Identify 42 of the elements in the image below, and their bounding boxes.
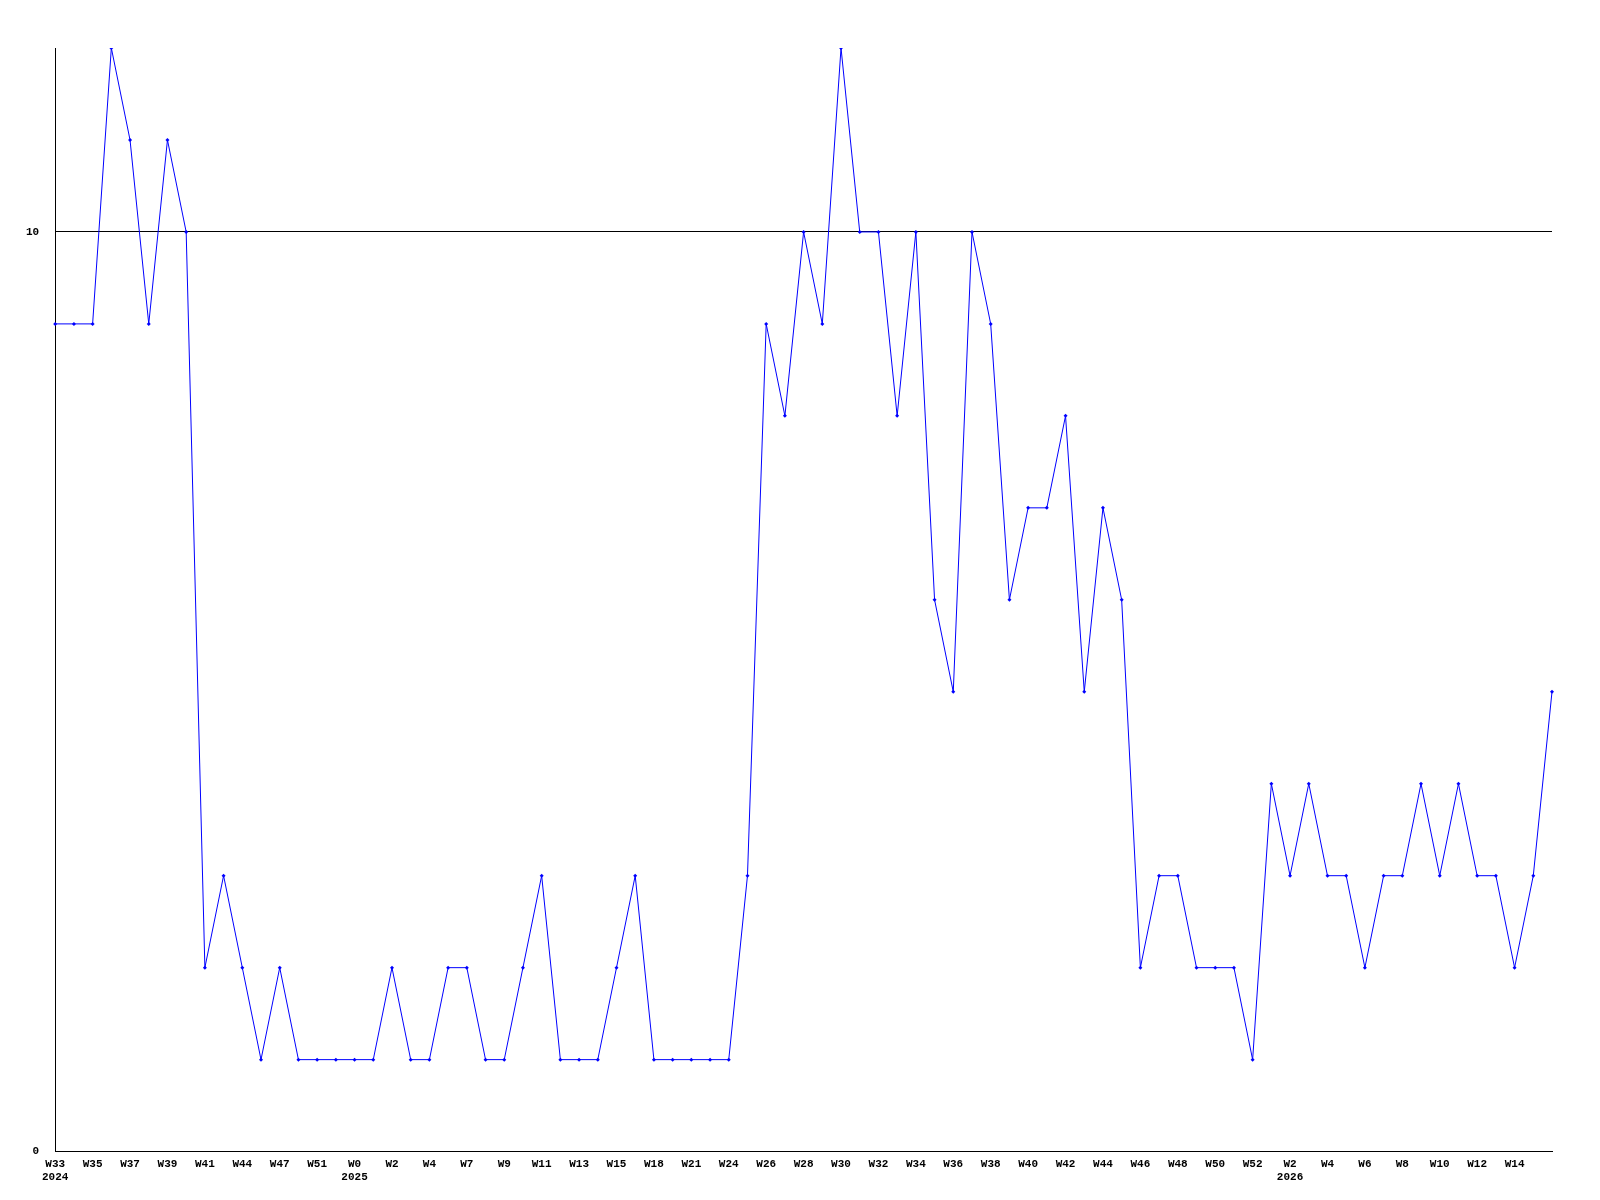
x-tick-label: W32: [868, 1157, 889, 1170]
x-tick-label: W47: [269, 1157, 290, 1170]
y-tick-label: 0: [32, 1145, 40, 1158]
x-tick-label: W38: [980, 1157, 1001, 1170]
x-tick-label: W44: [1093, 1157, 1114, 1170]
x-tick-label: W11: [531, 1157, 552, 1170]
x-tick-label: W35: [82, 1157, 103, 1170]
x-tick-label: W14: [1504, 1157, 1525, 1170]
x-tick-label: W18: [644, 1157, 665, 1170]
x-tick-label: W2: [385, 1157, 399, 1170]
x-tick-label: W48: [1167, 1157, 1189, 1170]
x-tick-label: W15: [606, 1157, 627, 1170]
x-tick-label: W33 2024: [42, 1157, 69, 1184]
x-tick-label: W10: [1429, 1157, 1450, 1170]
x-tick-label: W40: [1018, 1157, 1039, 1170]
x-tick-label: W41: [194, 1157, 216, 1170]
x-tick-label: W28: [793, 1157, 814, 1170]
x-tick-label: W2 2026: [1276, 1157, 1304, 1184]
x-tick-label: W7: [460, 1157, 474, 1170]
x-tick-label: W0 2025: [341, 1157, 369, 1184]
x-tick-label: W9: [497, 1157, 511, 1170]
x-tick-label: W39: [157, 1157, 178, 1170]
x-tick-label: W13: [569, 1157, 590, 1170]
x-tick-label: W37: [120, 1157, 140, 1170]
x-tick-label: W51: [307, 1157, 328, 1170]
x-tick-label: W8: [1395, 1157, 1410, 1170]
x-tick-label: W4: [422, 1157, 437, 1170]
y-tick-label: 10: [26, 225, 40, 238]
x-tick-label: W30: [831, 1157, 851, 1170]
x-tick-label: W6: [1358, 1157, 1372, 1170]
x-tick-label: W36: [943, 1157, 964, 1170]
x-tick-label: W21: [681, 1157, 702, 1170]
x-tick-label: W4: [1320, 1157, 1335, 1170]
x-tick-label: W46: [1130, 1157, 1151, 1170]
x-tick-label: W26: [756, 1157, 777, 1170]
x-tick-label: W12: [1467, 1157, 1488, 1170]
x-tick-label: W44: [232, 1157, 253, 1170]
x-tick-label: W34: [905, 1157, 927, 1170]
x-tick-label: W42: [1055, 1157, 1076, 1170]
x-tick-label: W50: [1205, 1157, 1226, 1170]
x-tick-label: W52: [1242, 1157, 1263, 1170]
x-tick-label: W24: [718, 1157, 740, 1170]
